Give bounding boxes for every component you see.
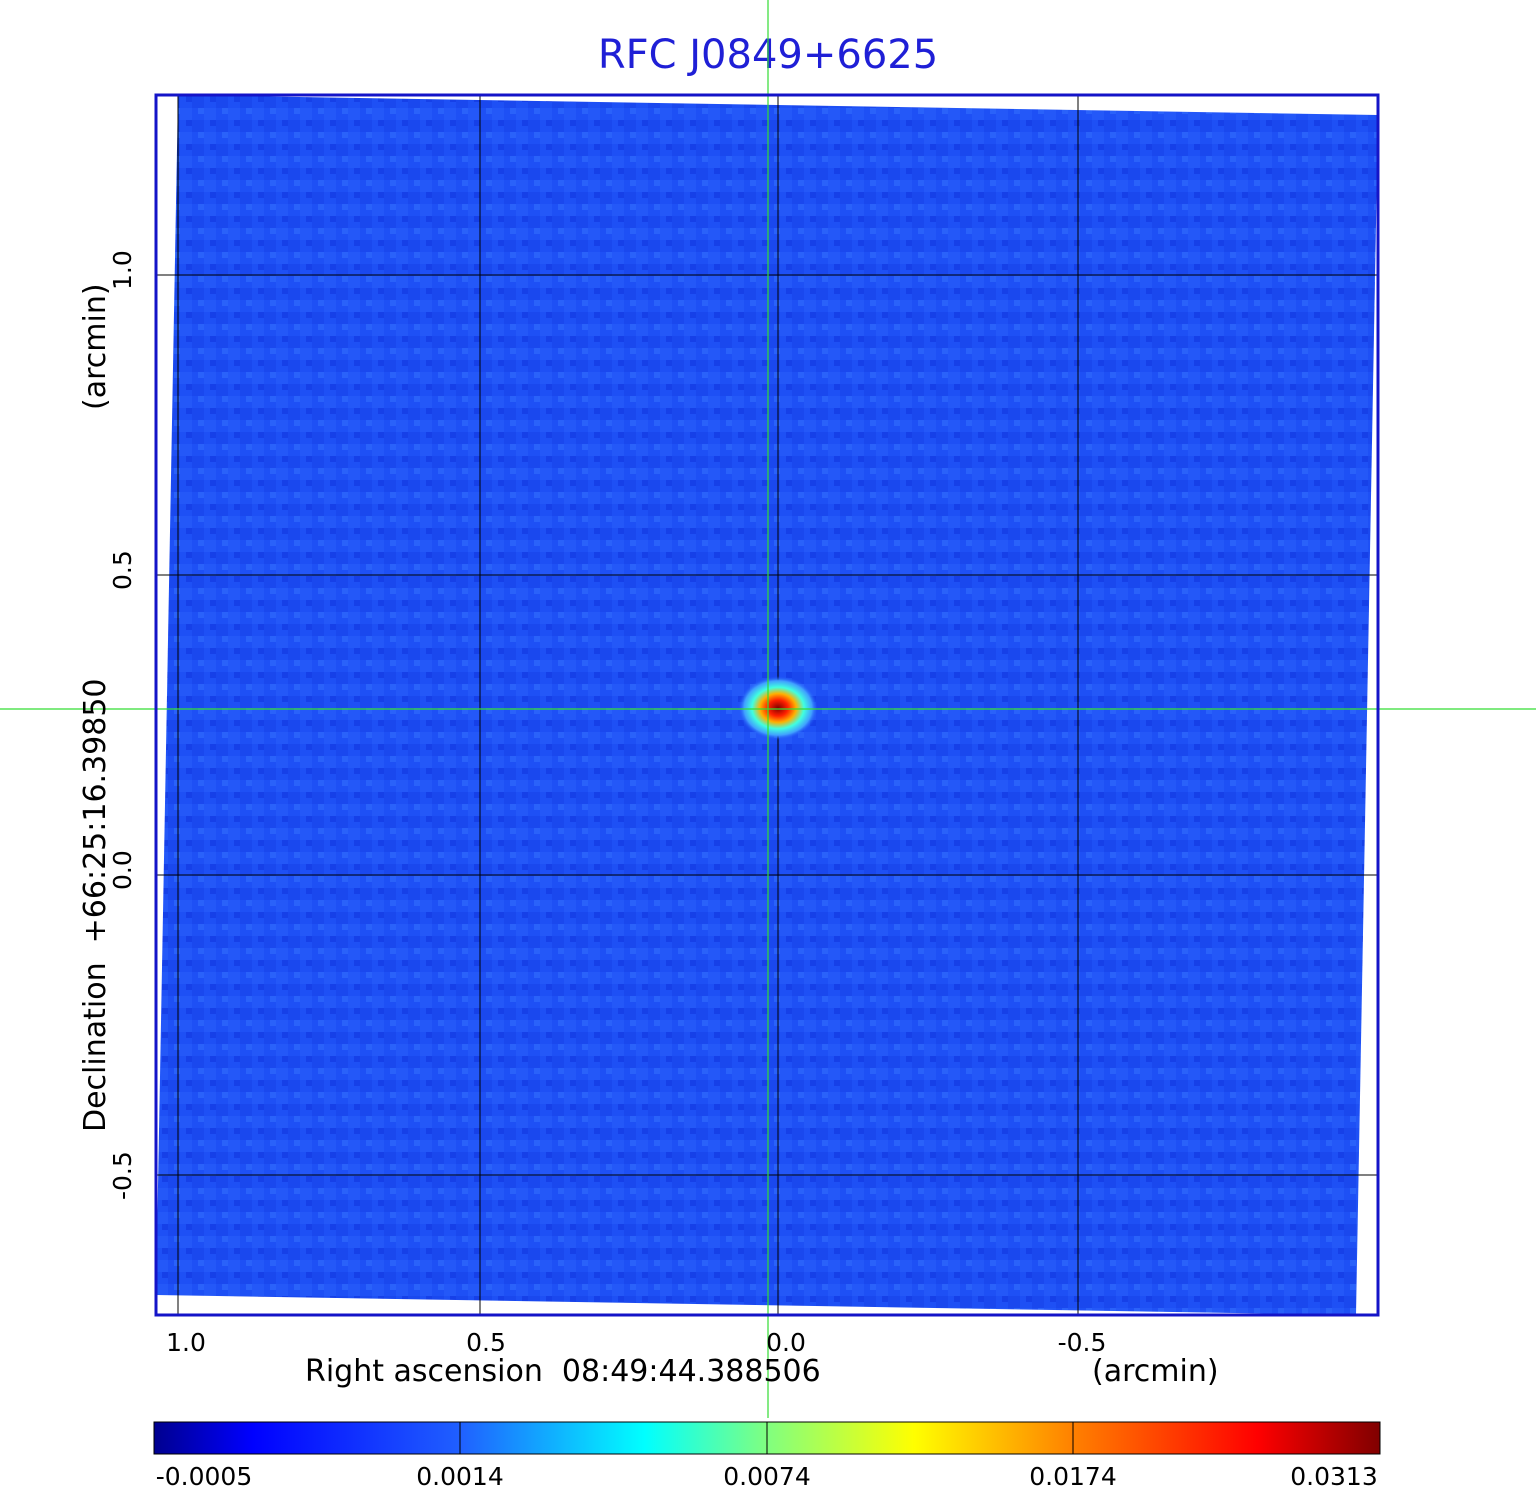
x-tick-label: 1.0 <box>166 1328 206 1357</box>
radio-source <box>738 676 818 740</box>
y-axis-label: Declination +66:25:16.39850 <box>78 678 113 1132</box>
colorbar-ticks <box>459 1422 1074 1454</box>
colorbar-tick-label: 0.0014 <box>416 1462 504 1491</box>
colorbar-tick-label: 0.0174 <box>1029 1462 1117 1491</box>
x-tick-label: -0.5 <box>1057 1328 1107 1357</box>
y-axis-unit: (arcmin) <box>78 283 113 410</box>
y-tick-label: -0.5 <box>108 1151 137 1200</box>
image-frame <box>154 93 1380 1317</box>
x-tick-label: 0.5 <box>466 1328 506 1357</box>
coordinate-grid <box>156 95 1378 1315</box>
x-axis-unit: (arcmin) <box>1092 1354 1219 1389</box>
colorbar-tick-label: 0.0313 <box>1290 1462 1378 1491</box>
y-tick-label: 0.5 <box>108 550 137 590</box>
x-tick-label: 0.0 <box>766 1328 806 1357</box>
x-axis-label: Right ascension 08:49:44.388506 <box>305 1354 821 1389</box>
colorbar-tick-label: 0.0074 <box>723 1462 811 1491</box>
crosshair <box>0 0 1536 1418</box>
colorbar-tick-label: -0.0005 <box>155 1462 253 1491</box>
